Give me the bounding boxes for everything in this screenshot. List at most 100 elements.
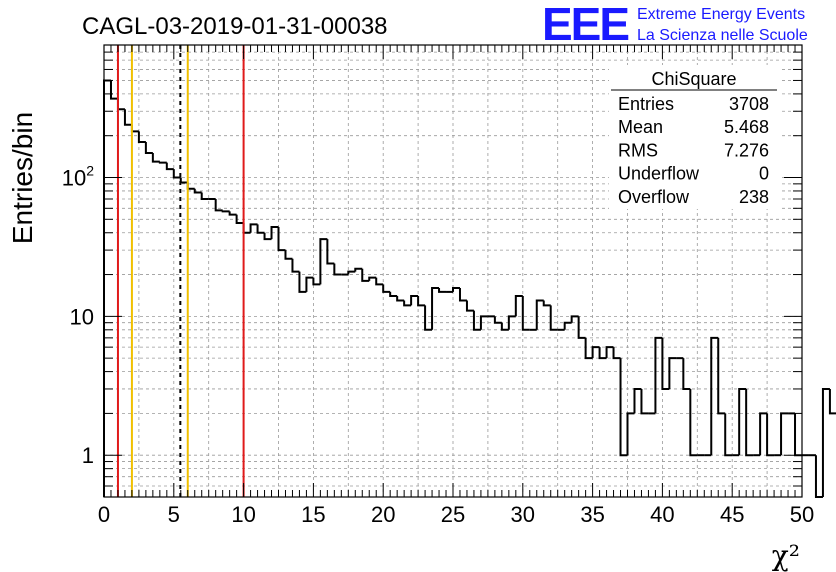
histogram-bin <box>270 226 279 240</box>
x-tick-label: 5 <box>168 502 180 527</box>
histogram-bin <box>410 295 419 306</box>
x-tick-label: 40 <box>650 502 674 527</box>
y-tick-labels: 1 10 102 <box>62 162 94 468</box>
histogram-bin <box>500 322 509 331</box>
histogram-bin <box>221 210 230 213</box>
histogram-bin <box>689 388 698 457</box>
histogram-bin <box>710 336 719 456</box>
histogram-bin <box>619 358 628 457</box>
histogram-bin <box>326 239 335 265</box>
histogram-bin <box>507 315 516 330</box>
histogram-bin <box>375 277 384 286</box>
chart-title: CAGL-03-2019-01-31-00038 <box>82 13 388 40</box>
histogram-bin <box>626 412 635 456</box>
histogram-bin <box>465 300 474 312</box>
x-tick-labels: 0 5 10 15 20 25 30 35 40 45 50 <box>98 502 814 527</box>
histogram-bin <box>361 268 370 282</box>
y-axis-label: Entries/bin <box>7 112 38 244</box>
histogram-bin <box>368 276 377 281</box>
histogram-bin <box>158 161 167 164</box>
grid-lines <box>104 44 802 498</box>
histogram-bin <box>396 296 405 302</box>
stats-box: ChiSquare Entries 3708 Mean 5.468 RMS 7.276 Un… <box>609 65 779 209</box>
stats-row-value: 238 <box>739 187 769 207</box>
histogram-bin <box>814 455 823 498</box>
histogram-bin <box>235 214 244 225</box>
histogram-bin <box>305 276 314 292</box>
histogram-bin <box>821 387 830 497</box>
histogram-bin <box>333 263 342 276</box>
histogram-bin <box>738 387 747 456</box>
stats-row-label: Entries <box>618 94 674 114</box>
histogram-bin <box>137 131 146 144</box>
histogram-bin <box>319 238 328 285</box>
histogram-bin <box>151 153 160 163</box>
histogram-bin <box>472 310 481 331</box>
histogram-bin <box>766 413 775 457</box>
histogram-bin <box>514 295 523 317</box>
histogram-bin <box>172 169 181 179</box>
axis-ticks <box>103 44 803 498</box>
eee-logo-mark: EEE <box>542 0 628 50</box>
histogram-bin <box>277 227 286 252</box>
histogram-bin <box>828 388 836 415</box>
stats-box-title: ChiSquare <box>651 69 736 89</box>
histogram-bin <box>682 358 691 390</box>
x-tick-label: 35 <box>580 502 604 527</box>
histogram-bin <box>584 337 593 360</box>
stats-row-value: 7.276 <box>724 140 769 160</box>
histogram-bin <box>745 388 754 457</box>
histogram-bin <box>452 287 460 292</box>
histogram-bin <box>591 346 600 359</box>
histogram-bin <box>109 80 118 100</box>
histogram-bin <box>214 199 223 212</box>
x-tick-label: 10 <box>231 502 255 527</box>
x-tick-label: 15 <box>301 502 325 527</box>
stats-row-label: Underflow <box>618 164 700 184</box>
histogram-bin <box>403 300 412 307</box>
histogram-bin <box>577 316 586 339</box>
histogram-bin <box>780 412 789 456</box>
histogram-bin <box>661 337 670 390</box>
eee-logo: EEE Extreme Energy Events La Scienza nel… <box>542 0 808 50</box>
histogram-bin <box>312 277 321 286</box>
histogram-bin <box>389 291 398 298</box>
stats-box-bg <box>609 65 779 209</box>
histogram-bin <box>724 413 733 457</box>
histogram-bin <box>717 337 726 415</box>
histogram-bin <box>654 336 663 414</box>
histogram-bin <box>542 300 551 307</box>
histogram-bin <box>256 224 265 234</box>
histogram-bin <box>570 315 579 323</box>
stats-row-value: 3708 <box>729 94 769 114</box>
x-tick-label: 30 <box>511 502 535 527</box>
stats-row-label: Mean <box>618 117 663 137</box>
histogram-bin <box>284 250 293 260</box>
histogram-bin <box>612 347 621 360</box>
histogram-bin <box>563 321 572 330</box>
histogram-bin <box>200 192 209 201</box>
histogram-bin <box>424 305 433 331</box>
histogram-bin <box>668 357 677 389</box>
histogram-bin <box>382 284 391 293</box>
y-tick-label: 10 <box>70 304 94 329</box>
x-tick-label: 45 <box>720 502 744 527</box>
histogram-bin <box>605 346 614 359</box>
x-tick-label: 25 <box>441 502 465 527</box>
stats-row-value: 5.468 <box>724 117 769 137</box>
histogram-bin <box>417 296 426 307</box>
histogram-bin <box>549 305 558 331</box>
histogram-bin <box>633 387 642 414</box>
histogram-bin <box>535 299 544 330</box>
histogram-bin <box>479 315 488 330</box>
histogram-bin <box>431 287 440 330</box>
eee-logo-line1: Extreme Energy Events <box>637 6 805 23</box>
histogram-bin <box>759 412 768 456</box>
x-axis-label: χ² <box>772 539 800 572</box>
x-tick-label: 50 <box>790 502 814 527</box>
x-tick-label: 0 <box>98 502 110 527</box>
histogram-bin <box>598 347 607 360</box>
y-tick-label: 1 <box>82 443 94 468</box>
stats-row-label: RMS <box>618 140 658 160</box>
